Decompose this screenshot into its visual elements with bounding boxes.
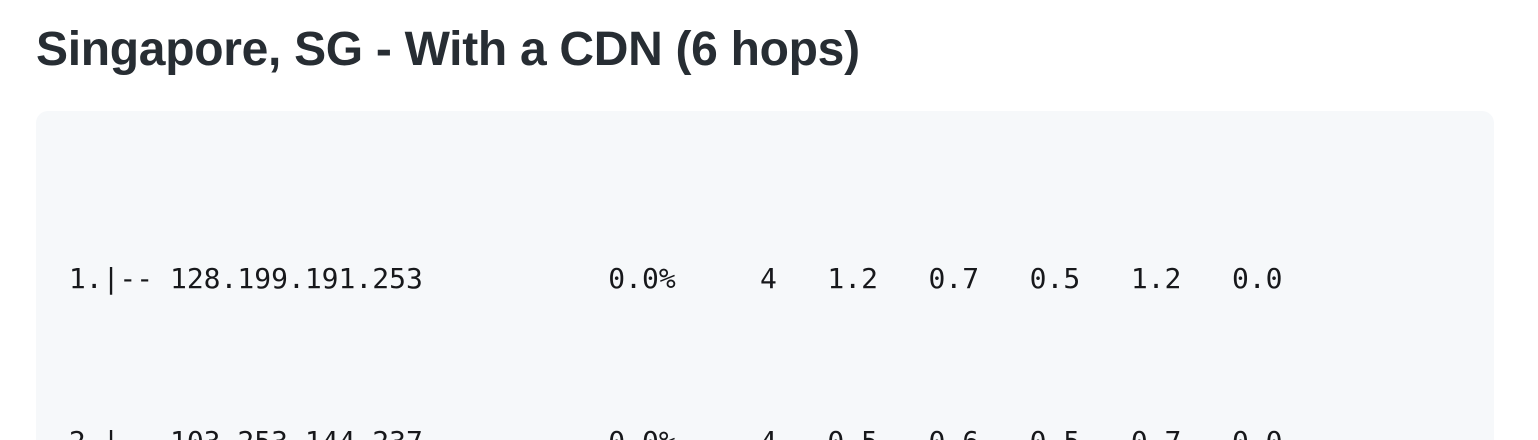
last-ms: 1.2 [827,262,878,296]
hop-marker: |-- [103,422,154,440]
host-ip: 103.253.144.237 [153,422,608,440]
trace-row: 2. |-- 103.253.144.237 0.0% 4 0.5 0.6 0.… [52,422,1478,440]
loss-percent: 0.0% [608,262,676,296]
host-ip: 128.199.191.253 [169,262,423,296]
page-title: Singapore, SG - With a CDN (6 hops) [36,23,860,76]
page-content: Singapore, SG - With a CDN (6 hops) 1. |… [36,21,1494,440]
avg-ms: 0.6 [878,422,980,440]
stdev-ms: 0.0 [1231,262,1283,296]
hop-number: 2. [52,422,103,440]
best-ms: 0.5 [1029,262,1081,296]
sent-count: 4 [759,262,777,296]
best-ms: 0.5 [979,422,1081,440]
hop-number: 1. [68,262,103,296]
loss-percent: 0.0% [608,422,675,440]
trace-row: 1. |-- 128.199.191.253 0.0% 4 1.2 0.7 0.… [52,259,1478,300]
avg-ms: 0.7 [928,262,980,296]
worst-ms: 0.7 [1080,422,1182,440]
sent-count: 4 [676,422,777,440]
traceroute-output-block: 1. |-- 128.199.191.253 0.0% 4 1.2 0.7 0.… [36,110,1494,440]
stdev-ms: 0.0 [1181,422,1283,440]
last-ms: 0.5 [777,422,878,440]
worst-ms: 1.2 [1130,262,1182,296]
hop-marker: |-- [102,262,154,296]
